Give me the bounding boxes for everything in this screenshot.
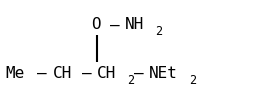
Text: 2: 2 (127, 74, 134, 87)
Text: NEt: NEt (148, 65, 177, 80)
Text: —: — (37, 65, 46, 80)
Text: NH: NH (125, 17, 144, 32)
Text: —: — (82, 65, 92, 80)
Text: CH: CH (53, 65, 72, 80)
Text: CH: CH (97, 65, 116, 80)
Text: O: O (91, 17, 101, 32)
Text: 2: 2 (190, 74, 197, 87)
Text: 2: 2 (155, 25, 163, 38)
Text: Me: Me (5, 65, 24, 80)
Text: —: — (134, 65, 144, 80)
Text: —: — (110, 17, 120, 32)
